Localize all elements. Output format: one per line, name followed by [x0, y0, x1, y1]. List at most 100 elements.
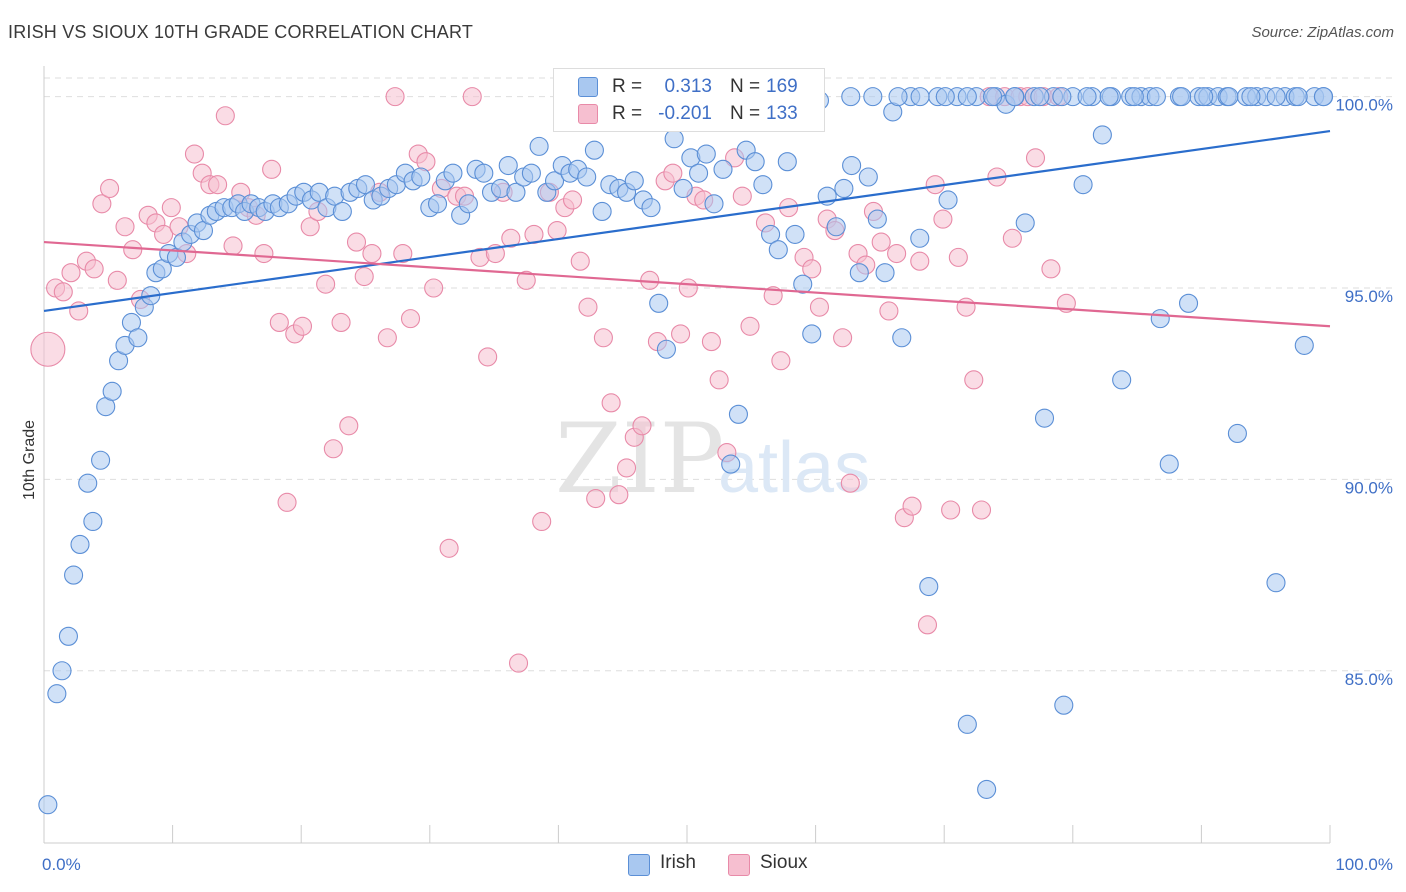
- sioux-point: [508, 653, 529, 673]
- irish-point: [64, 565, 84, 585]
- sioux-point: [887, 244, 907, 264]
- watermark: ZIP atlas: [555, 403, 870, 515]
- tick-labels: 85.0% 90.0% 95.0% 100.0% 0.0% 100.0%: [42, 96, 1393, 874]
- irish-point: [1266, 573, 1286, 593]
- irish-point: [1015, 213, 1035, 233]
- irish-point: [673, 178, 693, 199]
- watermark-atlas: atlas: [718, 428, 870, 508]
- irish-point: [38, 795, 58, 815]
- sioux-point: [292, 316, 313, 336]
- irish-point: [793, 274, 813, 294]
- sioux-point: [671, 324, 691, 344]
- chart-source: Source: ZipAtlas.com: [1251, 24, 1394, 41]
- irish-point: [91, 450, 111, 470]
- sioux-point: [346, 232, 367, 252]
- y-tick-label: 90.0%: [1345, 478, 1393, 497]
- irish-point: [52, 661, 72, 681]
- sioux-point: [439, 538, 459, 558]
- irish-point: [935, 87, 955, 107]
- irish-point: [443, 163, 463, 183]
- irish-point: [458, 194, 478, 214]
- irish-point: [888, 87, 908, 107]
- sioux-point: [1041, 259, 1061, 279]
- y-tick-label: 95.0%: [1345, 287, 1393, 306]
- irish-point: [919, 577, 939, 597]
- irish-point: [83, 511, 103, 532]
- irish-point: [498, 155, 518, 176]
- irish-point: [826, 217, 846, 237]
- sioux-point: [902, 496, 922, 516]
- sioux-legend-swatch: [728, 854, 750, 876]
- irish-point: [577, 167, 597, 187]
- irish-point: [1112, 370, 1132, 390]
- irish-point: [70, 534, 90, 554]
- sioux-point: [84, 259, 104, 279]
- sioux-point: [354, 266, 374, 287]
- sioux-point: [300, 217, 320, 237]
- sioux-point: [316, 274, 336, 294]
- irish-point: [977, 779, 997, 799]
- irish-point: [1241, 87, 1261, 107]
- irish-point: [664, 129, 684, 149]
- sioux-point: [400, 309, 421, 329]
- sioux-point: [632, 416, 652, 436]
- irish-point: [47, 684, 67, 704]
- sioux-point: [593, 328, 613, 348]
- legend-r-value: 0.313: [664, 76, 712, 97]
- irish-point: [474, 163, 494, 183]
- irish-point: [332, 201, 352, 221]
- sioux-point: [586, 488, 606, 509]
- irish-point: [128, 328, 148, 348]
- irish-point: [721, 454, 741, 474]
- sioux-point: [269, 312, 289, 332]
- legend-r-label: R =: [612, 76, 643, 97]
- irish-point: [761, 224, 781, 244]
- irish-point: [1073, 175, 1093, 195]
- irish-point: [1294, 335, 1314, 355]
- irish-point: [842, 155, 862, 176]
- irish-point: [1172, 87, 1192, 107]
- irish-point: [704, 194, 724, 214]
- legend-row-irish: R = 0.313 N = 169: [554, 74, 824, 100]
- irish-point: [1054, 695, 1074, 715]
- irish-legend-label: Irish: [660, 852, 696, 873]
- sioux-point: [663, 163, 683, 183]
- sioux-point: [262, 159, 282, 179]
- sioux-point: [617, 458, 637, 478]
- sioux-legend-label: Sioux: [760, 852, 808, 873]
- irish-point: [689, 163, 709, 183]
- irish-point: [777, 152, 797, 172]
- irish-point: [1219, 87, 1239, 107]
- sioux-point: [709, 370, 729, 390]
- sioux-point: [732, 186, 752, 206]
- sioux-point: [478, 347, 498, 367]
- x-tick-label: 100.0%: [1335, 855, 1393, 874]
- y-axis-label: 10th Grade: [21, 420, 38, 500]
- sioux-point: [678, 278, 698, 298]
- irish-point: [1030, 87, 1050, 107]
- sioux-point: [323, 439, 343, 459]
- irish-point: [1077, 87, 1097, 107]
- irish-point: [529, 136, 549, 156]
- sioux-point: [609, 485, 629, 505]
- irish-point: [863, 87, 883, 107]
- irish-point: [858, 167, 878, 187]
- irish-point: [745, 152, 765, 172]
- irish-point: [1194, 87, 1214, 107]
- irish-point: [624, 171, 644, 191]
- sioux-point: [184, 144, 205, 164]
- irish-point: [1052, 87, 1072, 107]
- irish-point: [768, 240, 788, 260]
- y-tick-label: 100.0%: [1335, 96, 1393, 115]
- irish-point: [506, 182, 526, 202]
- sioux-point: [107, 270, 127, 290]
- sioux-point: [701, 332, 721, 352]
- irish-point: [753, 175, 773, 195]
- sioux-point: [215, 106, 235, 126]
- sioux-point: [161, 198, 181, 218]
- irish-point: [849, 263, 869, 283]
- sioux-point: [956, 297, 976, 317]
- irish-point: [910, 228, 930, 248]
- irish-point: [427, 194, 448, 214]
- sioux-point: [277, 492, 297, 512]
